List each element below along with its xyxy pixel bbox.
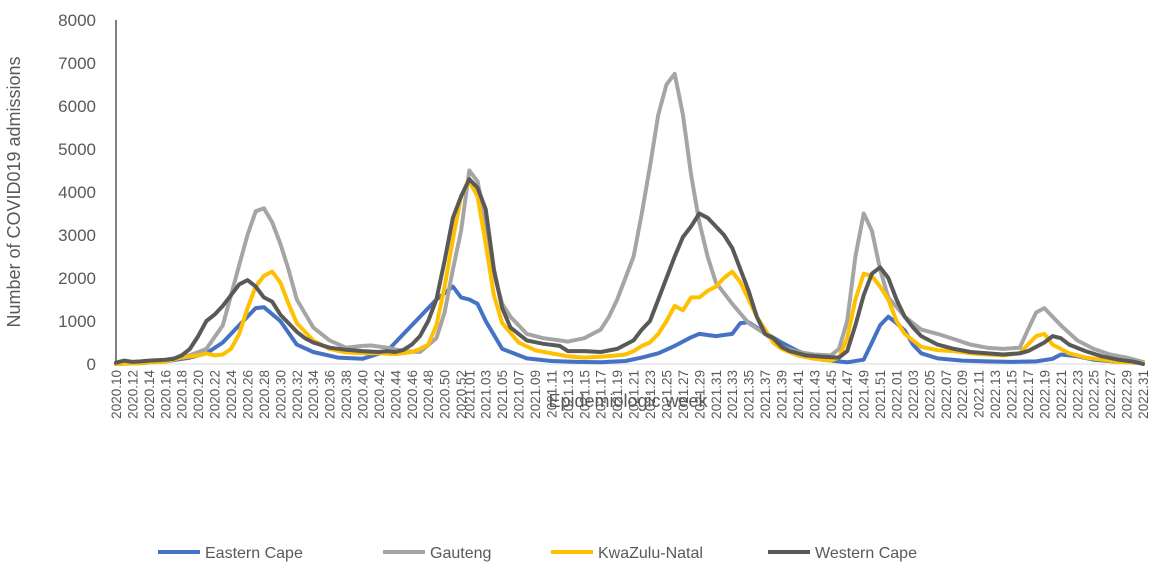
x-tick-label: 2022.17 [1021, 370, 1036, 419]
x-tick-label: 2020.26 [241, 370, 256, 419]
y-tick-label: 0 [87, 355, 96, 374]
x-tick-label: 2021.13 [561, 370, 576, 419]
x-tick-label: 2021.41 [791, 370, 806, 419]
x-tick-label: 2021.47 [840, 370, 855, 419]
series-line-western-cape [114, 177, 1145, 366]
x-tick-label: 2020.10 [109, 370, 124, 419]
x-tick-label: 2022.27 [1103, 370, 1118, 419]
x-tick-label: 2021.09 [528, 370, 543, 419]
y-axis: 0 1000 2000 3000 4000 5000 6000 7000 8000 [58, 11, 117, 374]
y-tick-label: 3000 [58, 226, 96, 245]
x-tick-label: 2020.42 [372, 370, 387, 419]
x-tick-label: 2021.23 [643, 370, 658, 419]
x-tick-label: 2021.01 [462, 370, 477, 419]
x-tick-label: 2020.12 [125, 370, 140, 419]
x-tick-label: 2022.03 [906, 370, 921, 419]
x-tick-label: 2022.31 [1136, 370, 1151, 419]
legend-label: KwaZulu-Natal [598, 545, 703, 562]
y-tick-label: 5000 [58, 140, 96, 159]
series-line-eastern-cape [114, 284, 1145, 366]
x-tick-label: 2021.49 [857, 370, 872, 419]
x-tick-label: 2021.39 [775, 370, 790, 419]
x-tick-label: 2022.01 [890, 370, 905, 419]
series-line-gauteng [114, 71, 1145, 366]
x-tick-label: 2020.46 [405, 370, 420, 419]
x-tick-label: 2020.24 [224, 370, 239, 419]
x-tick-label: 2021.17 [594, 370, 609, 419]
x-tick-label: 2020.38 [339, 370, 354, 419]
x-tick-label: 2021.05 [495, 370, 510, 419]
x-tick-label: 2022.13 [988, 370, 1003, 419]
x-tick-label: 2021.21 [627, 370, 642, 419]
x-tick-label: 2022.21 [1054, 370, 1069, 419]
x-tick-label: 2022.25 [1087, 370, 1102, 419]
x-tick-label: 2022.11 [972, 370, 987, 418]
x-tick-label: 2021.07 [512, 370, 527, 419]
x-tick-label: 2021.27 [676, 370, 691, 419]
x-tick-label: 2022.05 [922, 370, 937, 419]
x-tick-label: 2020.18 [175, 370, 190, 419]
x-tick-label: 2021.37 [758, 370, 773, 419]
x-tick-label: 2020.14 [142, 370, 157, 419]
x-tick-label: 2021.31 [709, 370, 724, 419]
x-tick-label: 2021.19 [610, 370, 625, 419]
x-tick-label: 2022.23 [1070, 370, 1085, 419]
x-tick-label: 2021.11 [544, 370, 559, 418]
legend-label: Gauteng [430, 545, 491, 562]
x-tick-label: 2020.50 [438, 370, 453, 419]
x-tick-label: 2020.22 [208, 370, 223, 419]
x-tick-label: 2022.15 [1005, 370, 1020, 419]
x-tick-label: 2021.29 [692, 370, 707, 419]
x-tick-label: 2020.48 [421, 370, 436, 419]
series-line-kwazulu-natal [114, 179, 1145, 366]
x-tick-label: 2020.52 [454, 370, 469, 419]
legend-label: Western Cape [815, 545, 917, 562]
series-layer [114, 71, 1145, 366]
x-axis: 2020.10 2020.12 2020.14 2020.16 2020.18 2020.… [109, 363, 1151, 419]
x-tick-label: 2020.16 [158, 370, 173, 419]
y-tick-label: 1000 [58, 312, 96, 331]
x-tick-label: 2021.25 [660, 370, 675, 419]
x-tick-label: 2022.19 [1037, 370, 1052, 419]
x-tick-label: 2020.34 [306, 370, 321, 419]
y-tick-label: 6000 [58, 97, 96, 116]
x-tick-label: 2020.20 [191, 370, 206, 419]
x-tick-label: 2022.09 [955, 370, 970, 419]
x-tick-label: 2020.40 [356, 370, 371, 419]
legend: Eastern Cape Gauteng KwaZulu-Natal Western … [158, 545, 917, 562]
x-tick-label: 2020.32 [290, 370, 305, 419]
x-tick-label: 2021.51 [873, 370, 888, 419]
x-tick-label: 2020.36 [323, 370, 338, 419]
x-tick-label: 2021.15 [577, 370, 592, 419]
legend-label: Eastern Cape [205, 545, 303, 562]
y-axis-title: Number of COVID019 admissions [4, 56, 24, 327]
x-tick-label: 2021.35 [742, 370, 757, 419]
x-axis-title: Epidemiologic week [548, 391, 708, 411]
x-tick-label: 2021.43 [807, 370, 822, 419]
x-tick-label: 2020.28 [257, 370, 272, 419]
x-tick-label: 2022.07 [939, 370, 954, 419]
x-tick-label: 2021.33 [725, 370, 740, 419]
y-tick-label: 4000 [58, 183, 96, 202]
y-tick-label: 7000 [58, 54, 96, 73]
x-tick-label: 2021.45 [824, 370, 839, 419]
y-tick-label: 8000 [58, 11, 96, 30]
x-tick-label: 2022.29 [1120, 370, 1135, 419]
y-tick-label: 2000 [58, 269, 96, 288]
x-tick-label: 2020.44 [388, 370, 403, 419]
x-tick-label: 2021.03 [479, 370, 494, 419]
x-tick-label: 2020.30 [273, 370, 288, 419]
